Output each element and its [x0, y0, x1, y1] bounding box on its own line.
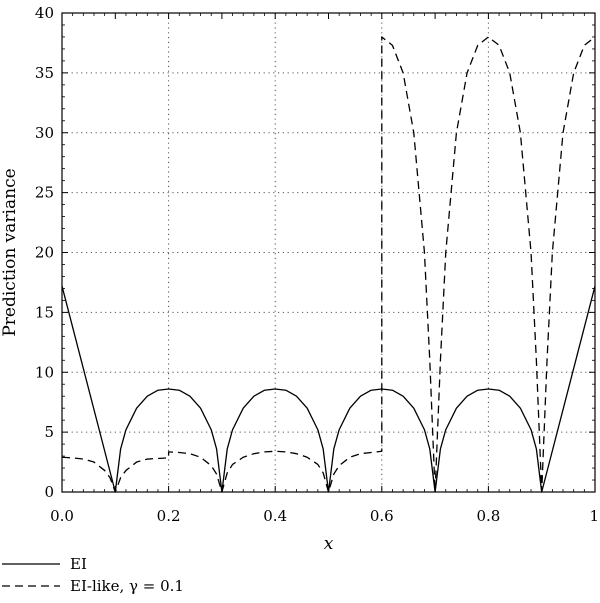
tick-labels: 0 5 10 15 20 25 30 35 40 0.0 0.2 0.4 0.6 0.8 1	[35, 4, 599, 525]
x-tick-label: 0.8	[476, 507, 500, 525]
x-axis-title: x	[324, 534, 334, 554]
y-tick-label: 0	[44, 483, 54, 501]
y-tick-label: 15	[35, 303, 54, 321]
legend-label-ei-like: EI-like, γ = 0.1	[70, 577, 184, 595]
y-tick-label: 40	[35, 4, 54, 22]
plot-frame	[61, 12, 596, 493]
grid	[62, 13, 595, 492]
y-tick-label: 5	[44, 423, 54, 441]
y-tick-label: 20	[35, 244, 54, 262]
series-layer	[61, 36, 596, 493]
x-tick-label: 0.6	[370, 507, 394, 525]
y-tick-label: 30	[35, 124, 54, 142]
y-tick-label: 25	[35, 184, 54, 202]
y-tick-label: 10	[35, 363, 54, 381]
ticks	[61, 12, 596, 493]
y-axis-title: Prediction variance	[0, 168, 20, 336]
y-tick-label: 35	[35, 64, 54, 82]
legend-label-ei: EI	[70, 555, 87, 573]
x-tick-label: 1	[589, 507, 599, 525]
x-tick-label: 0.2	[157, 507, 181, 525]
x-tick-label: 0.0	[50, 507, 74, 525]
series-line-ei-like	[61, 36, 596, 493]
legend: EI EI-like, γ = 0.1	[2, 555, 184, 595]
series-line-ei	[61, 285, 596, 493]
x-tick-label: 0.4	[263, 507, 287, 525]
